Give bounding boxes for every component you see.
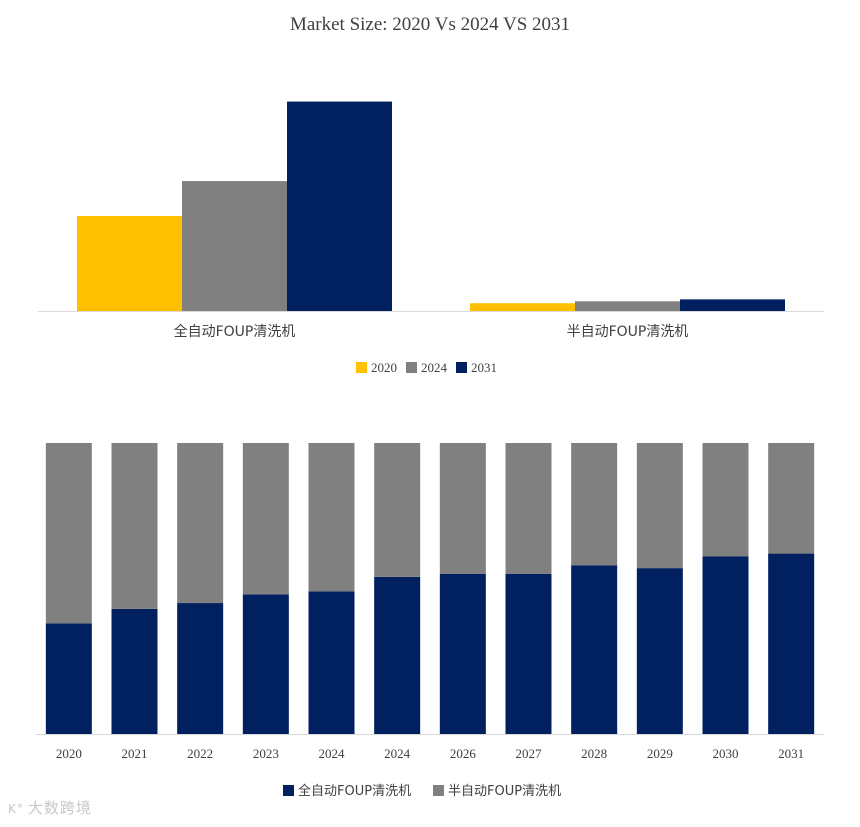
stacked-bar-2024-full-auto — [374, 576, 421, 734]
x-tick-label: 2022 — [187, 746, 213, 761]
stacked-bar-2029-semi-auto — [636, 443, 683, 569]
stacked-bar-2031-semi-auto — [768, 443, 815, 554]
stacked-bar-2020-full-auto — [45, 623, 92, 734]
bar-2020-full-auto — [77, 215, 182, 311]
x-tick-label: 2024 — [319, 746, 346, 761]
x-tick-label: 2031 — [778, 746, 804, 761]
stacked-bar-2024-full-auto — [308, 591, 355, 734]
stacked-bar-2020-semi-auto — [45, 443, 92, 624]
stacked-bar-2030-full-auto — [702, 556, 749, 734]
x-tick-label: 2029 — [647, 746, 673, 761]
watermark: K° 大数跨境 — [8, 797, 92, 818]
chart-title: Market Size: 2020 Vs 2024 VS 2031 — [289, 14, 571, 35]
category-label: 半自动FOUP清洗机 — [567, 324, 689, 340]
bar-2024-full-auto — [182, 181, 287, 311]
stacked-bar-2021-semi-auto — [111, 443, 158, 609]
stacked-bar-2028-semi-auto — [571, 443, 618, 566]
stacked-bar-2027-full-auto — [505, 573, 552, 734]
legend-swatch-2024 — [406, 362, 417, 373]
stacked-bar-2024-semi-auto — [308, 443, 355, 592]
stacked-bar-2024-semi-auto — [374, 443, 421, 577]
x-tick-label: 2021 — [122, 746, 148, 761]
legend2-swatch — [283, 785, 294, 796]
x-tick-label: 2027 — [516, 746, 543, 761]
stacked-bar-2028-full-auto — [571, 565, 618, 734]
stacked-bar-2029-full-auto — [636, 568, 683, 734]
stacked-bar-2031-full-auto — [768, 553, 815, 734]
watermark-text: 大数跨境 — [27, 799, 92, 817]
legend2-label: 半自动FOUP清洗机 — [448, 784, 561, 799]
bar-2031-semi-auto — [680, 299, 785, 311]
bar-2024-semi-auto — [575, 301, 680, 311]
stacked-bar-2030-semi-auto — [702, 443, 749, 557]
category-label: 全自动FOUP清洗机 — [174, 323, 296, 340]
legend-label-2031: 2031 — [471, 360, 497, 375]
legend-label-2024: 2024 — [421, 360, 448, 375]
stacked-bar-2026-semi-auto — [439, 443, 486, 574]
legend-swatch-2031 — [456, 362, 467, 373]
stacked-bar-2022-full-auto — [177, 603, 224, 734]
stacked-bar-2022-semi-auto — [177, 443, 224, 604]
x-tick-label: 2028 — [581, 746, 607, 761]
stacked-bar-2026-full-auto — [439, 573, 486, 734]
legend2-swatch — [433, 785, 444, 796]
x-tick-label: 2024 — [384, 746, 411, 761]
stacked-bar-2027-semi-auto — [505, 443, 552, 574]
x-tick-label: 2030 — [713, 746, 739, 761]
legend-swatch-2020 — [356, 362, 367, 373]
legend-label-2020: 2020 — [371, 360, 397, 375]
bar-2031-full-auto — [287, 101, 392, 311]
bar-2020-semi-auto — [470, 303, 575, 311]
x-tick-label: 2023 — [253, 746, 279, 761]
stacked-bar-2023-semi-auto — [242, 443, 289, 595]
watermark-logo-icon: K° — [8, 802, 24, 816]
legend2-label: 全自动FOUP清洗机 — [298, 783, 411, 799]
stacked-bar-2021-full-auto — [111, 608, 158, 734]
x-tick-label: 2020 — [56, 746, 82, 761]
stacked-bar-2023-full-auto — [242, 594, 289, 734]
x-tick-label: 2026 — [450, 746, 477, 761]
